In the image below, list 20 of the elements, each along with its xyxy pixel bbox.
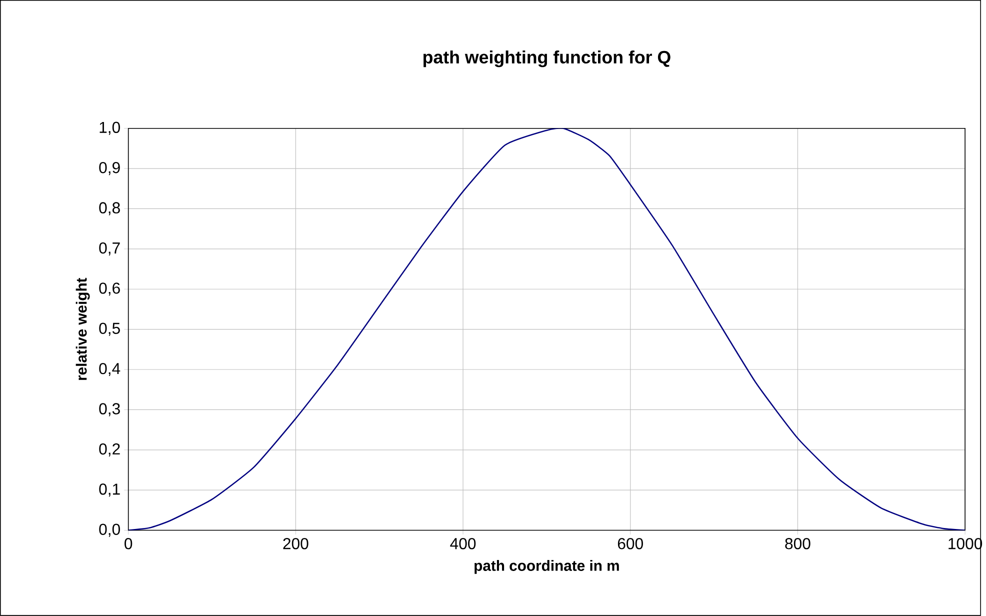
y-tick-label: 0,0	[99, 524, 120, 537]
y-tick-label: 0,5	[99, 322, 120, 336]
y-tick-label: 0,8	[99, 202, 120, 216]
y-tick-label: 0,1	[99, 484, 120, 497]
y-tick-label: 0,9	[99, 162, 120, 176]
y-tick-label: 0,6	[99, 282, 120, 296]
y-tick-label: 0,3	[99, 403, 120, 416]
y-tick-label: 0,2	[99, 443, 120, 457]
x-tick-label: 0	[124, 538, 132, 550]
y-axis-title: relative weight	[76, 278, 90, 380]
x-tick-label: 200	[283, 538, 308, 550]
chart-title: path weighting function for Q	[424, 50, 670, 68]
x-tick-label: 800	[785, 538, 810, 550]
x-tick-label: 400	[450, 538, 476, 550]
x-axis-title: path coordinate in m	[474, 560, 619, 574]
y-tick-label: 1,0	[100, 122, 120, 135]
line-series	[128, 128, 966, 530]
y-tick-label: 0,7	[99, 242, 120, 256]
y-tick-label: 0,4	[99, 363, 120, 376]
x-tick-label: 600	[618, 538, 643, 550]
